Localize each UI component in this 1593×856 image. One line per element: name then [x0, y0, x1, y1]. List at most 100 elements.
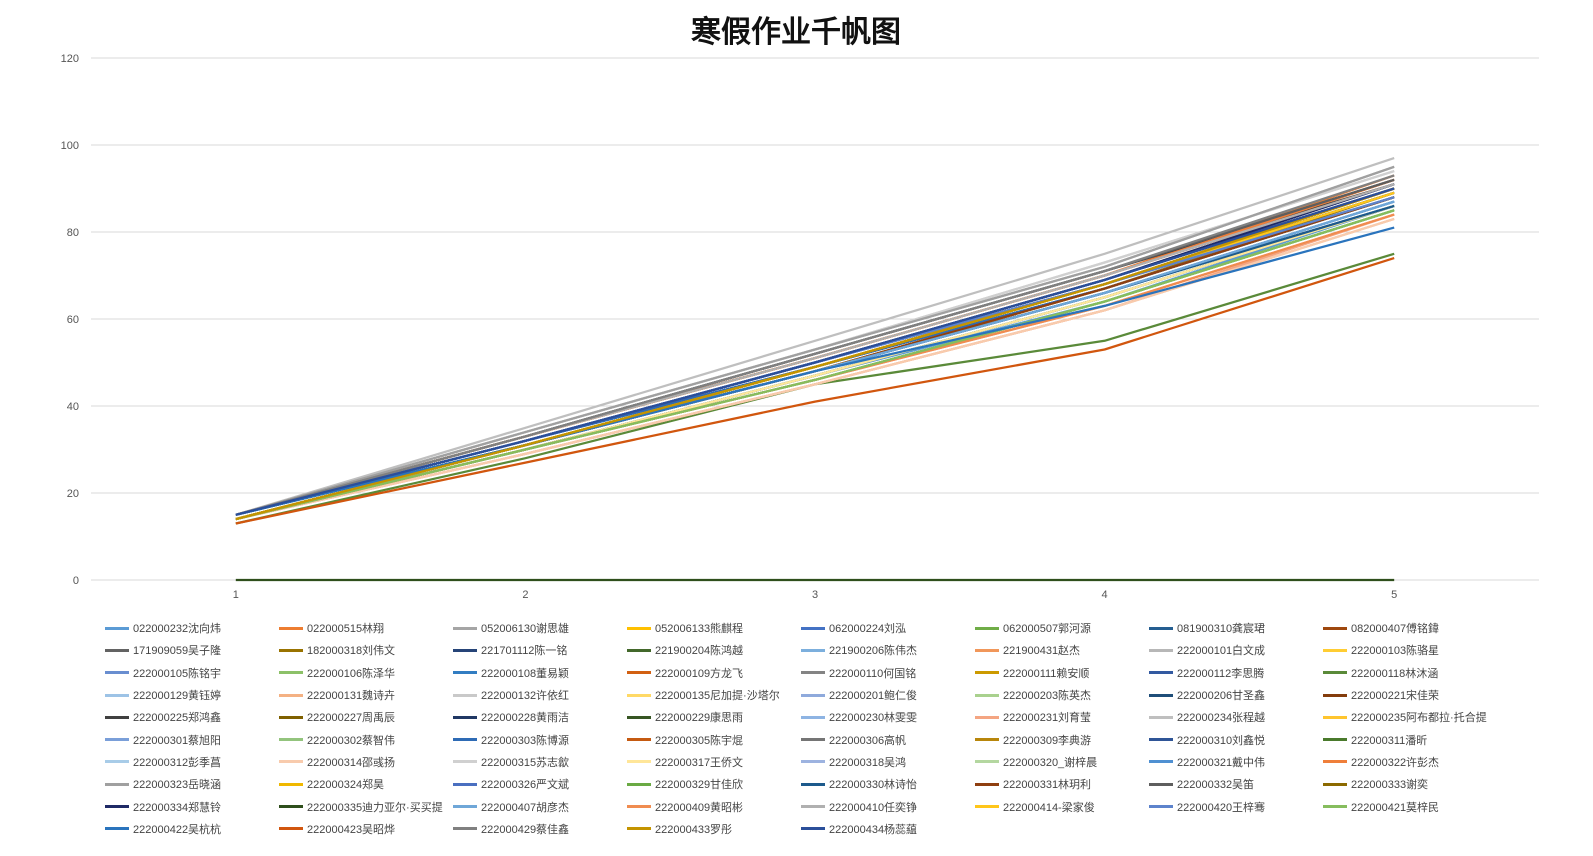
legend-item: 222000323岳晓涵 [95, 773, 269, 795]
legend-swatch [453, 648, 477, 652]
legend-item: 222000302蔡智伟 [269, 728, 443, 750]
legend-swatch [975, 626, 999, 630]
legend-swatch [801, 648, 825, 652]
legend-swatch [975, 805, 999, 809]
legend-label: 222000129黄钰婷 [133, 690, 222, 703]
legend-swatch [801, 693, 825, 697]
legend-item: 222000108董易颖 [443, 662, 617, 684]
legend-label: 052006130谢思雄 [481, 623, 570, 636]
legend-item: 022000232沈向炜 [95, 617, 269, 639]
legend-item: 222000203陈英杰 [965, 684, 1139, 706]
legend-label: 222000311潘昕 [1351, 734, 1428, 747]
legend-label: 062000224刘泓 [829, 623, 907, 636]
legend-swatch [627, 738, 651, 742]
legend-label: 222000203陈英杰 [1003, 690, 1092, 703]
legend-label: 222000305陈宇焜 [655, 734, 744, 747]
legend-swatch [105, 782, 129, 786]
legend-label: 182000318刘伟文 [307, 645, 396, 658]
legend-item: 182000318刘伟文 [269, 639, 443, 661]
legend-label: 222000109方龙飞 [655, 667, 744, 680]
legend-item: 222000333谢奕 [1313, 773, 1487, 795]
legend-label: 171909059吴子隆 [133, 645, 222, 658]
legend-item: 082000407傅铭鍏 [1313, 617, 1487, 639]
legend-item: 222000410任奕铮 [791, 795, 965, 817]
legend-item: 222000422吴杭杭 [95, 818, 269, 840]
legend-item: 222000332吴笛 [1139, 773, 1313, 795]
legend-swatch [453, 693, 477, 697]
legend-swatch [453, 805, 477, 809]
legend-swatch [627, 693, 651, 697]
legend-item: 221900431赵杰 [965, 639, 1139, 661]
legend-label: 222000302蔡智伟 [307, 734, 396, 747]
legend-swatch [801, 626, 825, 630]
legend-label: 221900431赵杰 [1003, 645, 1081, 658]
legend-label: 222000332吴笛 [1177, 779, 1255, 792]
legend-item: 222000311潘昕 [1313, 728, 1487, 750]
legend-swatch [279, 738, 303, 742]
legend-label: 082000407傅铭鍏 [1351, 623, 1440, 636]
legend-item: 221900204陈鸿越 [617, 639, 791, 661]
legend-label: 222000230林雯雯 [829, 712, 918, 725]
legend-item: 222000101白文成 [1139, 639, 1313, 661]
legend-label: 222000318吴鸿 [829, 756, 907, 769]
legend-item: 222000129黄钰婷 [95, 684, 269, 706]
legend-item: 222000433罗彤 [617, 818, 791, 840]
legend-label: 222000323岳晓涵 [133, 779, 222, 792]
legend-item: 222000103陈骆星 [1313, 639, 1487, 661]
y-tick-label: 100 [61, 140, 79, 152]
legend-swatch [453, 782, 477, 786]
legend-label: 222000225郑鸿鑫 [133, 712, 222, 725]
legend-swatch [453, 671, 477, 675]
legend-swatch [1149, 626, 1173, 630]
legend-label: 222000331林玥利 [1003, 779, 1092, 792]
legend-swatch [279, 693, 303, 697]
legend-label: 222000201鲍仁俊 [829, 690, 918, 703]
legend-item: 222000230林雯雯 [791, 706, 965, 728]
legend-label: 222000101白文成 [1177, 645, 1266, 658]
legend-label: 022000515林翔 [307, 623, 385, 636]
chart-title: 寒假作业千帆图 [691, 15, 901, 50]
legend-swatch [627, 715, 651, 719]
legend-swatch [975, 738, 999, 742]
legend-label: 222000206甘圣鑫 [1177, 690, 1266, 703]
legend-label: 222000414-梁家俊 [1003, 801, 1095, 814]
legend-swatch [627, 648, 651, 652]
legend-swatch [1149, 738, 1173, 742]
legend-label: 222000410任奕铮 [829, 801, 918, 814]
legend-label: 222000131魏诗卉 [307, 690, 396, 703]
legend-label: 222000118林沐涵 [1351, 667, 1439, 680]
legend-swatch [627, 671, 651, 675]
legend-item: 062000224刘泓 [791, 617, 965, 639]
legend-swatch [1323, 782, 1347, 786]
legend-label: 022000232沈向炜 [133, 623, 222, 636]
series-line [235, 187, 1395, 516]
legend-label: 222000228黄雨洁 [481, 712, 570, 725]
x-tick-label: 2 [522, 589, 528, 601]
legend-swatch [801, 782, 825, 786]
legend-swatch [105, 827, 129, 831]
legend-swatch [801, 760, 825, 764]
legend-label: 222000324郑昊 [307, 779, 385, 792]
legend-item: 222000221宋佳荣 [1313, 684, 1487, 706]
legend-item: 222000409黄昭彬 [617, 795, 791, 817]
series-layer [235, 157, 1395, 582]
legend-swatch [105, 648, 129, 652]
legend-item: 222000335迪力亚尔·买买提 [269, 795, 443, 817]
legend-swatch [1149, 648, 1173, 652]
legend-item: 222000111赖安顺 [965, 662, 1139, 684]
legend-item: 222000301蔡旭阳 [95, 728, 269, 750]
legend-item: 222000334郑慧铃 [95, 795, 269, 817]
legend-label: 221900204陈鸿越 [655, 645, 744, 658]
legend-swatch [1323, 648, 1347, 652]
legend-swatch [975, 648, 999, 652]
legend-label: 222000111赖安顺 [1003, 667, 1090, 680]
legend-swatch [975, 782, 999, 786]
legend-item: 222000105陈铭宇 [95, 662, 269, 684]
legend-label: 222000301蔡旭阳 [133, 734, 222, 747]
legend-label: 222000326严文斌 [481, 779, 570, 792]
legend-swatch [627, 827, 651, 831]
series-line [235, 257, 1395, 525]
legend-swatch [1323, 671, 1347, 675]
legend-swatch [1323, 693, 1347, 697]
